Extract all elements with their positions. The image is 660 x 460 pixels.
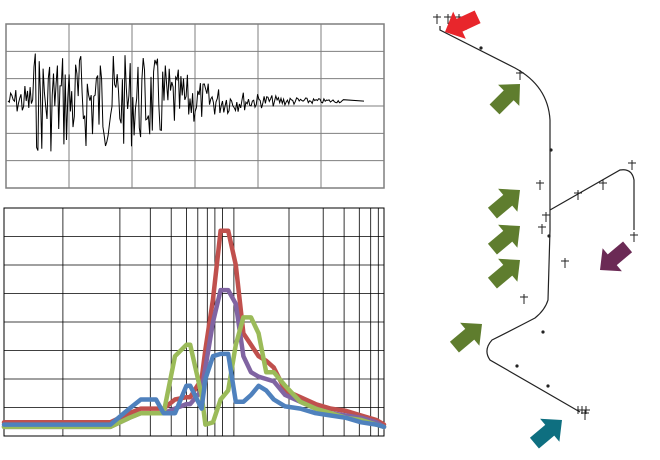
- load-arrow-riser-3: [487, 258, 520, 289]
- pipe-support-symbol: [538, 224, 546, 234]
- pipe-node-dot: [541, 330, 545, 334]
- pipe-support-symbol: [433, 14, 441, 24]
- pipe-support-symbol: [542, 212, 550, 222]
- load-arrows-group: [445, 10, 633, 449]
- load-arrow-bend-lower: [449, 322, 482, 353]
- pipe-support-symbol: [599, 180, 607, 190]
- pipe-node-dot: [547, 234, 551, 238]
- spectrum-series-group: [1, 228, 387, 430]
- pipe-support-symbol: [516, 70, 524, 80]
- load-arrow-bend-upper: [489, 84, 520, 115]
- pipe-node-dot: [549, 148, 553, 152]
- pipe-support-symbol: [536, 180, 544, 190]
- spectrum-series-line: [1, 351, 387, 430]
- load-arrow-anchor-bottom: [529, 418, 562, 449]
- time-history-grid: [6, 24, 384, 188]
- acceleration-trace: [7, 53, 365, 152]
- pipe-support-symbol: [444, 14, 452, 24]
- pipe-anchor-symbol: [576, 406, 590, 414]
- pipe-support-symbol: [520, 294, 528, 304]
- load-arrow-branch-end: [600, 241, 633, 272]
- load-arrow-riser-1: [487, 188, 520, 219]
- pipe-node-dot: [546, 384, 550, 388]
- piping-isometric-panel: [433, 10, 638, 449]
- pipe-support-symbol: [630, 232, 638, 242]
- load-arrow-input-top: [445, 10, 481, 39]
- time-history-panel: [5, 23, 385, 189]
- response-spectrum-panel: [1, 207, 387, 437]
- pipe-supports-group: [433, 14, 638, 420]
- pipe-support-symbol: [574, 190, 582, 200]
- pipe-node-dot: [515, 364, 519, 368]
- pipe-run-main: [439, 26, 581, 413]
- pipe-run-branch: [549, 169, 635, 230]
- load-arrow-riser-2: [487, 224, 520, 255]
- spectrum-grid: [4, 208, 384, 436]
- pipe-support-symbol: [628, 160, 636, 170]
- pipe-node-dot: [479, 46, 483, 50]
- pipe-support-symbol: [561, 258, 569, 268]
